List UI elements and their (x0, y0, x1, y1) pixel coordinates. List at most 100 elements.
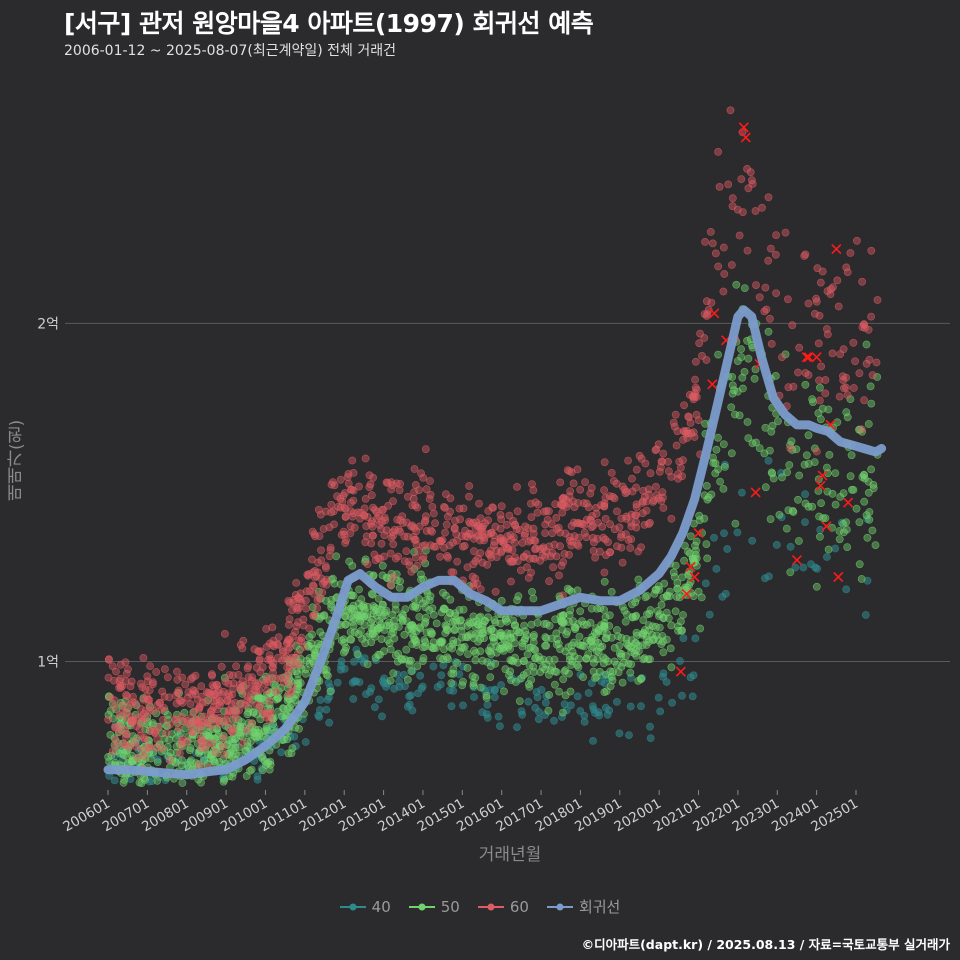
data-point (461, 532, 470, 541)
data-point (553, 635, 561, 643)
data-point (621, 617, 630, 626)
data-point (744, 434, 753, 442)
data-point (560, 700, 569, 709)
data-point (265, 697, 274, 705)
data-point (356, 627, 365, 635)
data-point (346, 522, 355, 531)
data-point (450, 626, 459, 635)
data-point (208, 725, 217, 733)
data-point (469, 679, 478, 687)
data-point (186, 675, 195, 684)
data-point (587, 523, 596, 532)
data-point (731, 519, 740, 528)
data-point (146, 754, 155, 763)
cancelled-marker (811, 352, 822, 363)
data-point (326, 683, 334, 691)
data-point (646, 722, 654, 731)
data-point (735, 231, 744, 240)
data-point (470, 547, 478, 556)
data-point (772, 289, 780, 298)
data-point (511, 621, 520, 629)
y-tick-label: 1억 (37, 655, 59, 671)
data-point (836, 350, 845, 358)
data-point (104, 753, 113, 761)
data-point (795, 343, 804, 352)
data-point (651, 446, 660, 454)
data-point (405, 692, 413, 701)
data-point (321, 562, 330, 570)
data-point (234, 671, 243, 679)
data-point (862, 359, 871, 368)
legend-item-40[interactable]: 40 (339, 897, 391, 916)
data-point (371, 556, 380, 565)
data-point (622, 512, 631, 521)
data-point (277, 748, 286, 757)
data-point (552, 514, 561, 522)
legend-item-60[interactable]: 60 (477, 897, 529, 916)
data-point (178, 779, 187, 787)
data-point (220, 674, 229, 682)
data-point (688, 692, 697, 701)
data-point (218, 690, 226, 699)
data-point (634, 575, 643, 584)
legend-item-regression[interactable]: 회귀선 (546, 896, 620, 917)
data-point (648, 622, 657, 631)
data-point (258, 766, 267, 775)
data-point (733, 357, 742, 365)
data-point (333, 492, 341, 501)
data-point (123, 692, 131, 700)
data-point (482, 694, 491, 702)
data-point (676, 657, 684, 665)
data-point (459, 701, 467, 710)
data-point (527, 513, 536, 521)
data-point (249, 728, 258, 737)
data-point (669, 568, 678, 577)
cancelled-marker (689, 571, 700, 583)
data-point (504, 545, 513, 554)
data-point (794, 495, 802, 504)
data-point (574, 499, 582, 507)
data-point (390, 526, 399, 534)
data-point (421, 638, 430, 647)
data-point (706, 227, 715, 236)
data-point (197, 692, 206, 701)
data-point (122, 707, 131, 716)
legend-item-50[interactable]: 50 (408, 898, 460, 916)
data-point (347, 635, 356, 644)
data-point (511, 653, 519, 662)
data-point (855, 560, 864, 569)
data-point (792, 445, 801, 454)
data-point (866, 382, 875, 391)
data-point (427, 630, 436, 639)
data-point (426, 490, 435, 499)
data-point (704, 493, 713, 502)
data-point (394, 623, 403, 631)
data-point (707, 490, 716, 499)
data-point (158, 744, 166, 752)
data-point (436, 552, 444, 561)
data-point (804, 371, 813, 379)
data-point (656, 707, 665, 716)
data-point (367, 624, 376, 632)
data-point (677, 463, 685, 472)
legend-label-40: 40 (371, 897, 391, 916)
data-point (398, 512, 407, 521)
data-point (816, 415, 825, 424)
data-point (686, 532, 695, 541)
data-point (288, 606, 296, 615)
data-point (448, 644, 457, 653)
data-point (330, 481, 339, 490)
cancelled-marker (821, 521, 832, 532)
data-point (412, 540, 421, 549)
data-point (326, 546, 335, 554)
data-point (751, 207, 760, 215)
legend-label-60: 60 (509, 897, 529, 916)
data-point (362, 532, 371, 541)
data-point (413, 662, 422, 671)
data-point (110, 776, 119, 785)
data-point (487, 529, 495, 538)
data-point (174, 724, 183, 732)
data-point (400, 557, 409, 565)
data-point (623, 487, 631, 496)
data-point (422, 527, 431, 535)
